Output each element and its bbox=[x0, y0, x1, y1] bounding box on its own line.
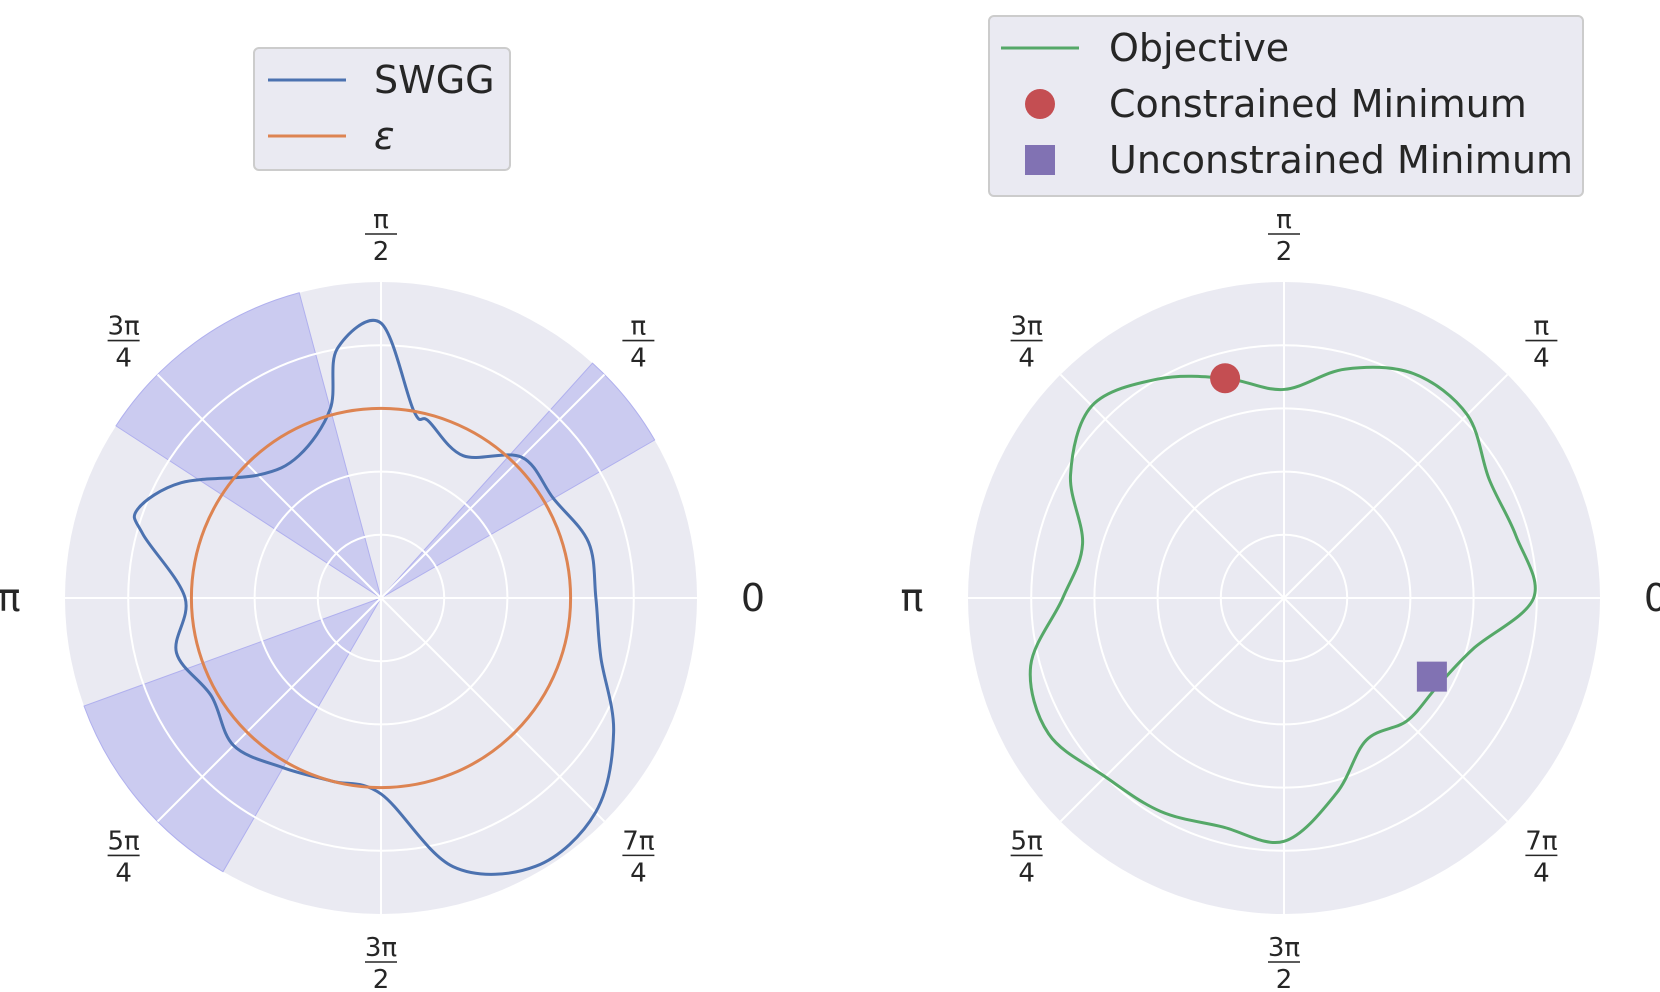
angle-tick-denominator: 4 bbox=[1533, 344, 1550, 374]
angle-tick-denominator: 4 bbox=[115, 858, 132, 888]
unconstrained-minimum-marker bbox=[1416, 661, 1447, 692]
legend-entry-2: Unconstrained Minimum bbox=[1109, 138, 1573, 182]
angular-gridline-7 bbox=[1283, 597, 1509, 823]
angle-tick-denominator: 2 bbox=[1276, 237, 1293, 267]
series-0-line bbox=[1028, 365, 1537, 844]
angle-tick-numerator: π bbox=[373, 205, 389, 235]
angle-tick-denominator: 4 bbox=[630, 344, 647, 374]
angle-tick-label-3: 3π4 bbox=[108, 312, 140, 374]
angle-tick-numerator: π bbox=[631, 312, 647, 342]
angle-tick-label-0: 0 bbox=[741, 576, 765, 620]
constrained-minimum-marker bbox=[1210, 363, 1241, 394]
legend-constrained-minimum-marker bbox=[1025, 89, 1055, 119]
angle-tick-denominator: 2 bbox=[1276, 965, 1293, 992]
angular-gridline-7 bbox=[380, 597, 606, 823]
angle-tick-label-7: 7π4 bbox=[622, 826, 654, 888]
angle-tick-denominator: 4 bbox=[1533, 858, 1550, 888]
angle-tick-denominator: 2 bbox=[373, 237, 390, 267]
angular-gridline-3 bbox=[1059, 373, 1285, 599]
legend-entry-0: SWGG bbox=[374, 58, 495, 102]
shaded-sector-0 bbox=[380, 362, 656, 599]
angle-tick-label-2: π2 bbox=[365, 205, 397, 267]
angle-tick-label-2: π2 bbox=[1268, 205, 1300, 267]
angle-tick-denominator: 2 bbox=[373, 965, 390, 992]
angle-tick-label-5: 5π4 bbox=[1011, 826, 1043, 888]
legend-unconstrained-minimum-marker bbox=[1025, 145, 1055, 175]
angular-gridline-5 bbox=[1059, 597, 1285, 823]
angle-tick-numerator: π bbox=[1276, 205, 1292, 235]
angle-tick-denominator: 4 bbox=[1018, 858, 1035, 888]
angular-gridline-3 bbox=[156, 373, 382, 599]
angle-tick-denominator: 4 bbox=[1018, 344, 1035, 374]
legend-objective: Objective Constrained Minimum Unconstraine… bbox=[988, 15, 1584, 197]
angle-tick-numerator: 5π bbox=[108, 826, 140, 856]
angle-tick-numerator: 3π bbox=[1268, 933, 1300, 963]
angle-tick-label-4: π bbox=[901, 576, 924, 620]
angle-tick-label-3: 3π4 bbox=[1011, 312, 1043, 374]
angle-tick-label-7: 7π4 bbox=[1525, 826, 1557, 888]
angle-tick-numerator: 7π bbox=[1525, 826, 1557, 856]
angle-tick-denominator: 4 bbox=[630, 858, 647, 888]
angular-gridline-1 bbox=[1283, 373, 1509, 599]
legend-entry-0: Objective bbox=[1109, 26, 1289, 70]
angle-tick-numerator: 3π bbox=[108, 312, 140, 342]
legend-entry-1: ε bbox=[374, 114, 395, 158]
angular-gridline-1 bbox=[380, 373, 606, 599]
angle-tick-label-4: π bbox=[0, 576, 20, 620]
legend-entry-1: Constrained Minimum bbox=[1109, 82, 1527, 126]
angle-tick-denominator: 4 bbox=[115, 344, 132, 374]
angle-tick-label-1: π4 bbox=[622, 312, 655, 374]
series-1-line bbox=[189, 406, 573, 790]
angle-tick-numerator: 5π bbox=[1011, 826, 1043, 856]
angle-tick-numerator: π bbox=[1534, 312, 1550, 342]
angle-tick-label-1: π4 bbox=[1525, 312, 1558, 374]
shaded-sector-1 bbox=[115, 292, 382, 600]
angle-tick-numerator: 3π bbox=[365, 933, 397, 963]
legend-frame bbox=[988, 15, 1584, 197]
angle-tick-numerator: 7π bbox=[622, 826, 654, 856]
angle-tick-label-6: 3π2 bbox=[365, 933, 397, 992]
legend-swgg: SWGG ε bbox=[253, 47, 511, 171]
angle-tick-label-5: 5π4 bbox=[108, 826, 140, 888]
angle-tick-label-6: 3π2 bbox=[1268, 933, 1300, 992]
angular-gridline-5 bbox=[156, 597, 382, 823]
angle-tick-numerator: 3π bbox=[1011, 312, 1043, 342]
angle-tick-label-0: 0 bbox=[1644, 576, 1660, 620]
shaded-sector-2 bbox=[83, 597, 383, 873]
series-0-line bbox=[132, 319, 616, 876]
